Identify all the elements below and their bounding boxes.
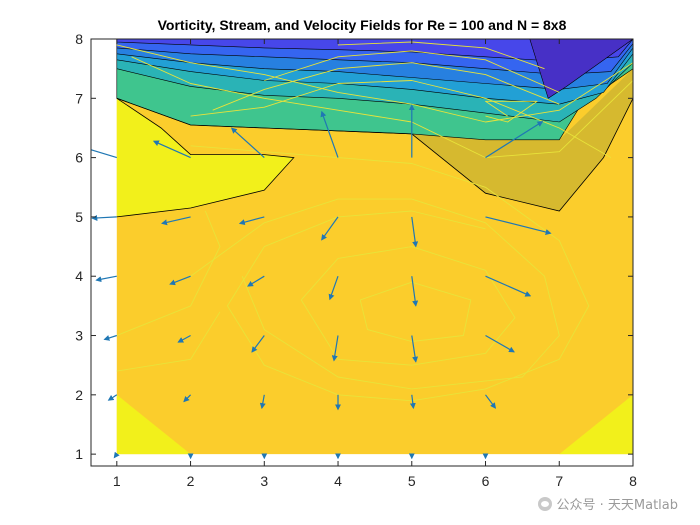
velocity-arrow-13 bbox=[103, 334, 117, 341]
vorticity-level-7 bbox=[529, 39, 633, 99]
velocity-arrow-18 bbox=[485, 334, 515, 353]
y-tick-label-7: 7 bbox=[75, 90, 83, 106]
x-tick-label-5: 5 bbox=[408, 473, 416, 489]
axis-ticks: 1 2 3 4 5 6 7 8 1 2 3 4 5 6 7 8 bbox=[75, 31, 637, 489]
velocity-arrow-9 bbox=[259, 394, 266, 410]
x-tick-label-3: 3 bbox=[260, 473, 268, 489]
x-tick-label-2: 2 bbox=[187, 473, 195, 489]
y-tick-label-2: 2 bbox=[75, 387, 83, 403]
wechat-icon bbox=[538, 496, 553, 511]
x-tick-label-7: 7 bbox=[555, 473, 563, 489]
velocity-arrow-34 bbox=[320, 110, 339, 158]
velocity-arrow-20 bbox=[169, 275, 191, 286]
velocity-arrow-25 bbox=[91, 214, 117, 221]
velocity-arrow-1 bbox=[113, 451, 120, 459]
velocity-arrow-22 bbox=[328, 275, 339, 301]
velocity-arrow-32 bbox=[152, 140, 191, 159]
x-tick-label-6: 6 bbox=[482, 473, 490, 489]
streamline-3 bbox=[190, 80, 612, 158]
y-tick-label-3: 3 bbox=[75, 328, 83, 344]
streamline-9 bbox=[190, 198, 560, 390]
vorticity-high-region-3 bbox=[559, 394, 633, 455]
vorticity-band bbox=[116, 68, 633, 211]
velocity-arrow-8 bbox=[183, 394, 192, 403]
velocity-arrow-16 bbox=[331, 335, 339, 362]
velocity-arrow-11 bbox=[409, 394, 416, 410]
y-tick-label-4: 4 bbox=[75, 268, 83, 284]
streamline-10 bbox=[300, 246, 516, 366]
velocity-arrow-36 bbox=[485, 121, 544, 159]
vorticity-high-region-1 bbox=[116, 98, 294, 217]
velocity-arrow-30 bbox=[485, 216, 552, 235]
streamline-8 bbox=[190, 145, 590, 402]
y-tick-label-1: 1 bbox=[75, 446, 83, 462]
velocity-arrow-14 bbox=[177, 334, 191, 343]
velocity-arrow-17 bbox=[411, 335, 419, 363]
vorticity-level-6 bbox=[116, 39, 633, 62]
velocity-arrow-7 bbox=[107, 394, 118, 401]
x-tick-label-1: 1 bbox=[113, 473, 121, 489]
x-tick-label-8: 8 bbox=[629, 473, 637, 489]
velocity-arrow-21 bbox=[247, 275, 265, 287]
y-tick-label-6: 6 bbox=[75, 150, 83, 166]
velocity-arrow-12 bbox=[485, 394, 497, 409]
velocity-arrow-29 bbox=[411, 216, 419, 248]
y-tick-label-5: 5 bbox=[75, 209, 83, 225]
axes-box bbox=[90, 38, 634, 467]
chart-title: Vorticity, Stream, and Velocity Fields f… bbox=[158, 17, 567, 33]
vorticity-high-region-2 bbox=[116, 394, 191, 455]
streamline-13 bbox=[116, 311, 221, 372]
velocity-arrow-33 bbox=[230, 127, 265, 159]
streamline-5 bbox=[264, 50, 560, 93]
contour-edge-1 bbox=[116, 97, 295, 218]
velocity-arrow-24 bbox=[485, 275, 532, 297]
streamline-4 bbox=[212, 62, 560, 111]
streamline-1 bbox=[116, 44, 633, 123]
x-tick-label-4: 4 bbox=[334, 473, 342, 489]
streamline-12 bbox=[116, 210, 221, 336]
streamline-7 bbox=[485, 100, 538, 123]
watermark-text: 公众号 · 天天Matlab bbox=[556, 498, 678, 513]
y-tick-label-8: 8 bbox=[75, 31, 83, 47]
watermark: 公众号 · 天天Matlab bbox=[538, 494, 678, 513]
velocity-arrow-27 bbox=[238, 216, 265, 226]
plot-area bbox=[91, 39, 633, 460]
streamline-2 bbox=[131, 56, 633, 159]
velocity-arrow-28 bbox=[321, 216, 339, 241]
velocity-arrow-31 bbox=[91, 149, 117, 159]
velocity-arrow-23 bbox=[411, 276, 419, 307]
velocity-arrow-15 bbox=[251, 335, 265, 353]
streamline-11 bbox=[359, 281, 472, 342]
velocity-arrow-19 bbox=[95, 275, 117, 283]
velocity-arrow-26 bbox=[161, 216, 191, 226]
streamline-6 bbox=[337, 41, 545, 70]
